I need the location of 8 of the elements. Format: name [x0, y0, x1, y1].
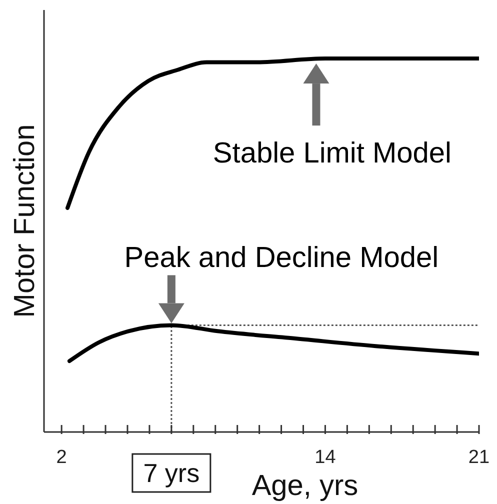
ref-line-label: 7 yrs	[143, 458, 200, 488]
series-label: Peak and Decline Model	[124, 242, 439, 274]
x-tick-label: 21	[468, 447, 490, 468]
x-tick-label: 14	[314, 447, 336, 468]
y-axis-title: Motor Function	[9, 124, 41, 318]
x-axis-title: Age, yrs	[252, 470, 358, 502]
x-tick-label: 2	[56, 447, 67, 468]
text: Stable Limit Model	[212, 138, 452, 170]
